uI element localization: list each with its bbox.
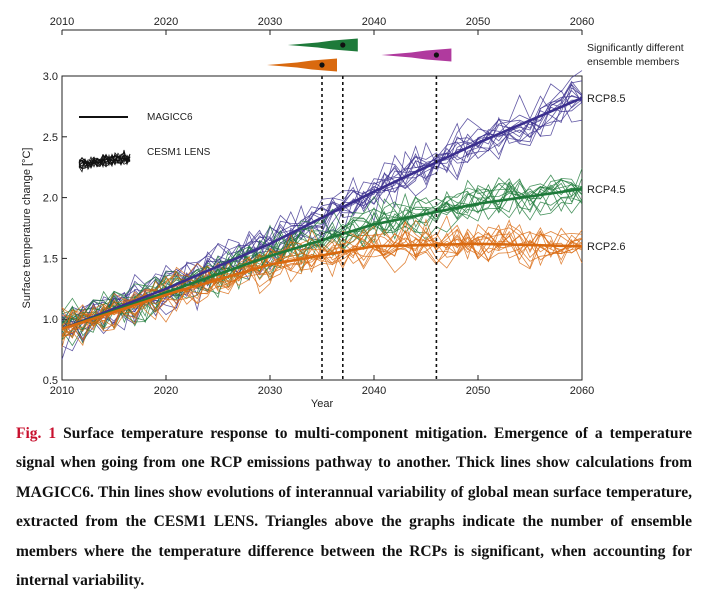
ensemble-member: [61, 224, 583, 331]
figure-caption: Fig. 1 Surface temperature response to m…: [16, 419, 692, 595]
y-axis: 0.5 1.0 1.5 2.0 2.5 3.0: [43, 71, 67, 387]
legend: MAGICC6 CESM1 LENS: [78, 112, 211, 173]
emergence-marker: [381, 48, 452, 62]
series-RCP2.6-mean-line: [61, 242, 583, 331]
annotation-line-1: Significantly different: [587, 42, 684, 54]
top-axis-tick-label: 2050: [466, 16, 490, 28]
emergence-marker-dot: [433, 52, 439, 58]
x-axis-tick-label: 2050: [466, 385, 490, 397]
emergence-marker-dot: [319, 62, 325, 68]
emergence-marker: [287, 38, 358, 52]
y-axis-tick-label: 1.5: [43, 253, 58, 265]
ensemble-member: [61, 177, 583, 325]
top-axis-tick-label: 2020: [154, 16, 178, 28]
x-axis: 2010 2020 2030 2040 2050 2060: [50, 375, 594, 397]
top-axis: 2010 2020 2030 2040 2050 2060: [50, 16, 594, 35]
y-axis-title: Surface temperature change [°C]: [21, 148, 33, 309]
series-label-RCP2.6: RCP2.6: [587, 241, 626, 253]
legend-label-magicc6: MAGICC6: [147, 112, 193, 123]
x-axis-tick-label: 2060: [570, 385, 594, 397]
top-axis-tick-label: 2030: [258, 16, 282, 28]
emergence-markers: [267, 38, 452, 72]
caption-body: Emergence of a temperature signal when g…: [16, 425, 692, 590]
x-axis-tick-label: 2010: [50, 385, 74, 397]
caption-title: Surface temperature response to multi-co…: [63, 425, 488, 442]
x-axis-tick-label: 2040: [362, 385, 386, 397]
ensemble-member: [61, 80, 583, 321]
figure-label: Fig. 1: [16, 425, 57, 442]
ensemble-member: [61, 174, 583, 317]
y-axis-tick-label: 3.0: [43, 71, 58, 83]
series-label-RCP8.5: RCP8.5: [587, 93, 626, 105]
top-axis-tick-label: 2010: [50, 16, 74, 28]
y-axis-tick-label: 2.5: [43, 132, 58, 144]
series-RCP8.5-mean-line: [61, 96, 583, 331]
x-axis-tick-label: 2030: [258, 385, 282, 397]
annotation-line-2: ensemble members: [587, 56, 679, 68]
emergence-marker: [267, 58, 337, 72]
legend-label-lens: CESM1 LENS: [147, 147, 211, 158]
legend-swatch-lens-member: [78, 152, 131, 169]
emergence-marker-dot: [340, 42, 346, 48]
series-label-RCP4.5: RCP4.5: [587, 184, 626, 196]
plot-area: RCP8.5 RCP4.5 RCP2.6: [61, 70, 626, 380]
top-axis-tick-label: 2040: [362, 16, 386, 28]
chart: 2010 2020 2030 2040 2050 2060 Significantly d…: [21, 16, 684, 410]
y-axis-tick-label: 0.5: [43, 375, 58, 387]
top-axis-tick-label: 2060: [570, 16, 594, 28]
x-axis-tick-label: 2020: [154, 385, 178, 397]
ensemble-member: [61, 95, 583, 320]
y-axis-tick-label: 1.0: [43, 314, 58, 326]
ensemble-member: [61, 180, 583, 315]
legend-swatch-lens-member: [78, 149, 131, 168]
x-axis-title: Year: [311, 398, 334, 410]
y-axis-tick-label: 2.0: [43, 193, 58, 205]
